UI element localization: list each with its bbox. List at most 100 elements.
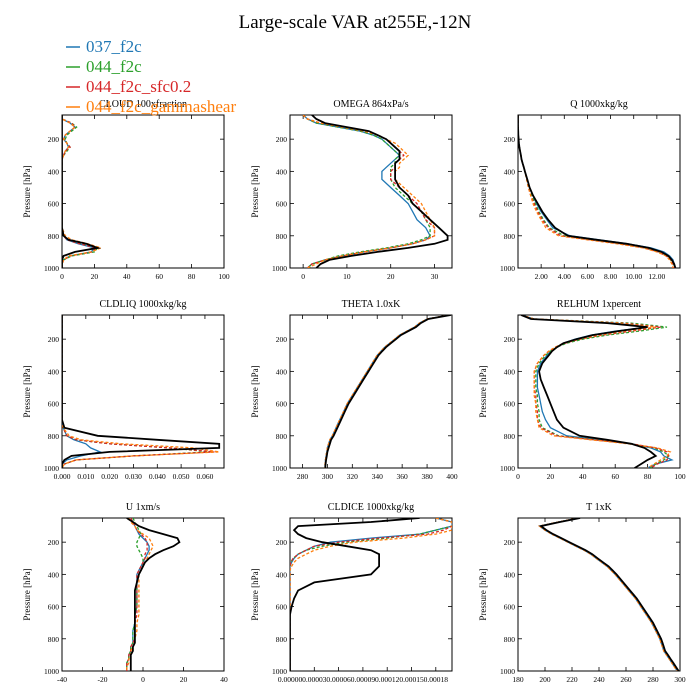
series-group	[324, 315, 451, 468]
panel-title: U 1xm/s	[126, 502, 160, 513]
y-tick-label: 400	[276, 167, 288, 176]
y-tick-label: 800	[48, 432, 60, 441]
y-axis-label: Pressure [hPa]	[250, 165, 260, 217]
y-tick-label: 200	[504, 335, 516, 344]
legend-item-1: 037_f2c	[66, 37, 142, 56]
panel-2: OMEGA 864xPa/s 200 400 600 800 1000 0 10 20 30 Pre…	[250, 99, 453, 281]
plot-frame	[61, 517, 225, 672]
series-group	[126, 518, 181, 671]
series-line-5	[311, 115, 449, 268]
x-tick-label: 40	[220, 675, 228, 684]
panel-title: RELHUM 1xpercent	[557, 299, 641, 310]
x-tick-label: 40	[579, 472, 587, 481]
series-line-3	[324, 315, 450, 468]
x-tick-label: 280	[297, 472, 309, 481]
plot-frame	[289, 314, 453, 469]
x-tick-label: 10	[343, 272, 351, 281]
panel-3: Q 1000xkg/kg 200 400 600 800 1000 2.00 4.00 6.00…	[478, 99, 681, 281]
y-tick-label: 600	[276, 400, 288, 409]
series-line-4	[126, 518, 154, 671]
y-tick-label: 800	[276, 432, 288, 441]
plot-frame	[61, 114, 225, 269]
series-group	[520, 315, 674, 468]
y-tick-label: 1000	[44, 464, 59, 473]
x-tick-label: 60	[611, 472, 619, 481]
x-tick-label: 0	[301, 272, 305, 281]
x-tick-label: 0	[516, 472, 520, 481]
series-line-1	[518, 115, 677, 268]
x-tick-label: -40	[57, 675, 67, 684]
x-tick-label: 340	[372, 472, 384, 481]
x-tick-label: 0.00018	[424, 675, 449, 684]
y-axis-label: Pressure [hPa]	[250, 365, 260, 417]
y-tick-label: 800	[48, 232, 60, 241]
series-line-5	[62, 315, 221, 468]
x-tick-label: 2.00	[535, 272, 548, 281]
x-tick-label: 6.00	[581, 272, 594, 281]
y-tick-label: 400	[48, 167, 60, 176]
series-group	[62, 115, 103, 268]
plot-frame	[517, 114, 681, 269]
x-tick-label: 100	[218, 272, 230, 281]
y-tick-label: 800	[276, 232, 288, 241]
panel-title: CLDICE 1000xkg/kg	[328, 502, 414, 513]
figure-title: Large-scale VAR at255E,-12N	[239, 12, 472, 33]
y-axis-label: Pressure [hPa]	[478, 165, 488, 217]
y-tick-label: 600	[504, 200, 516, 209]
x-tick-label: 0.050	[173, 472, 190, 481]
x-tick-label: 20	[91, 272, 99, 281]
panel-title: THETA 1.0xK	[342, 299, 401, 310]
x-tick-label: 400	[446, 472, 458, 481]
y-tick-label: 800	[48, 635, 60, 644]
y-tick-label: 1000	[272, 667, 287, 676]
series-line-1	[538, 518, 678, 671]
series-line-3	[302, 115, 436, 268]
x-tick-label: -20	[98, 675, 108, 684]
x-tick-label: 10.00	[625, 272, 642, 281]
series-line-5	[518, 115, 677, 268]
y-tick-label: 600	[48, 200, 60, 209]
y-tick-label: 600	[504, 400, 516, 409]
legend-item-3: 044_f2c_sfc0.2	[66, 77, 191, 96]
y-tick-label: 600	[276, 200, 288, 209]
legend-label: 044_f2c_gammashear	[86, 97, 236, 116]
y-tick-label: 400	[504, 367, 516, 376]
y-tick-label: 1000	[500, 264, 515, 273]
y-tick-label: 800	[504, 432, 516, 441]
series-line-4	[521, 315, 672, 468]
x-tick-label: 360	[397, 472, 409, 481]
x-tick-label: 20	[180, 675, 188, 684]
y-tick-label: 200	[276, 538, 288, 547]
y-axis-label: Pressure [hPa]	[478, 365, 488, 417]
series-line-2	[302, 115, 431, 268]
series-group	[518, 115, 677, 268]
x-tick-label: 30	[431, 272, 439, 281]
plot-frame	[517, 314, 681, 469]
y-tick-label: 400	[504, 570, 516, 579]
plot-frame	[517, 517, 681, 672]
x-tick-label: 240	[593, 675, 605, 684]
x-tick-label: 4.00	[558, 272, 571, 281]
x-tick-label: 260	[620, 675, 632, 684]
x-tick-label: 40	[123, 272, 131, 281]
y-tick-label: 1000	[44, 264, 59, 273]
y-axis-label: Pressure [hPa]	[478, 568, 488, 620]
panel-5: THETA 1.0xK 200 400 600 800 1000 280 300 320 340 3…	[250, 299, 458, 481]
y-tick-label: 200	[48, 538, 60, 547]
legend-item-2: 044_f2c	[66, 57, 142, 76]
legend-label: 037_f2c	[86, 37, 142, 56]
series-line-5	[538, 518, 680, 671]
series-line-3	[290, 518, 452, 671]
x-tick-label: 0.010	[77, 472, 94, 481]
series-line-4	[518, 115, 674, 268]
y-axis-label: Pressure [hPa]	[250, 568, 260, 620]
y-axis-label: Pressure [hPa]	[22, 365, 32, 417]
legend-label: 044_f2c_sfc0.2	[86, 77, 191, 96]
x-tick-label: 80	[644, 472, 652, 481]
x-tick-label: 300	[674, 675, 686, 684]
legend-label: 044_f2c	[86, 57, 142, 76]
series-line-2	[538, 518, 678, 671]
y-tick-label: 400	[276, 570, 288, 579]
